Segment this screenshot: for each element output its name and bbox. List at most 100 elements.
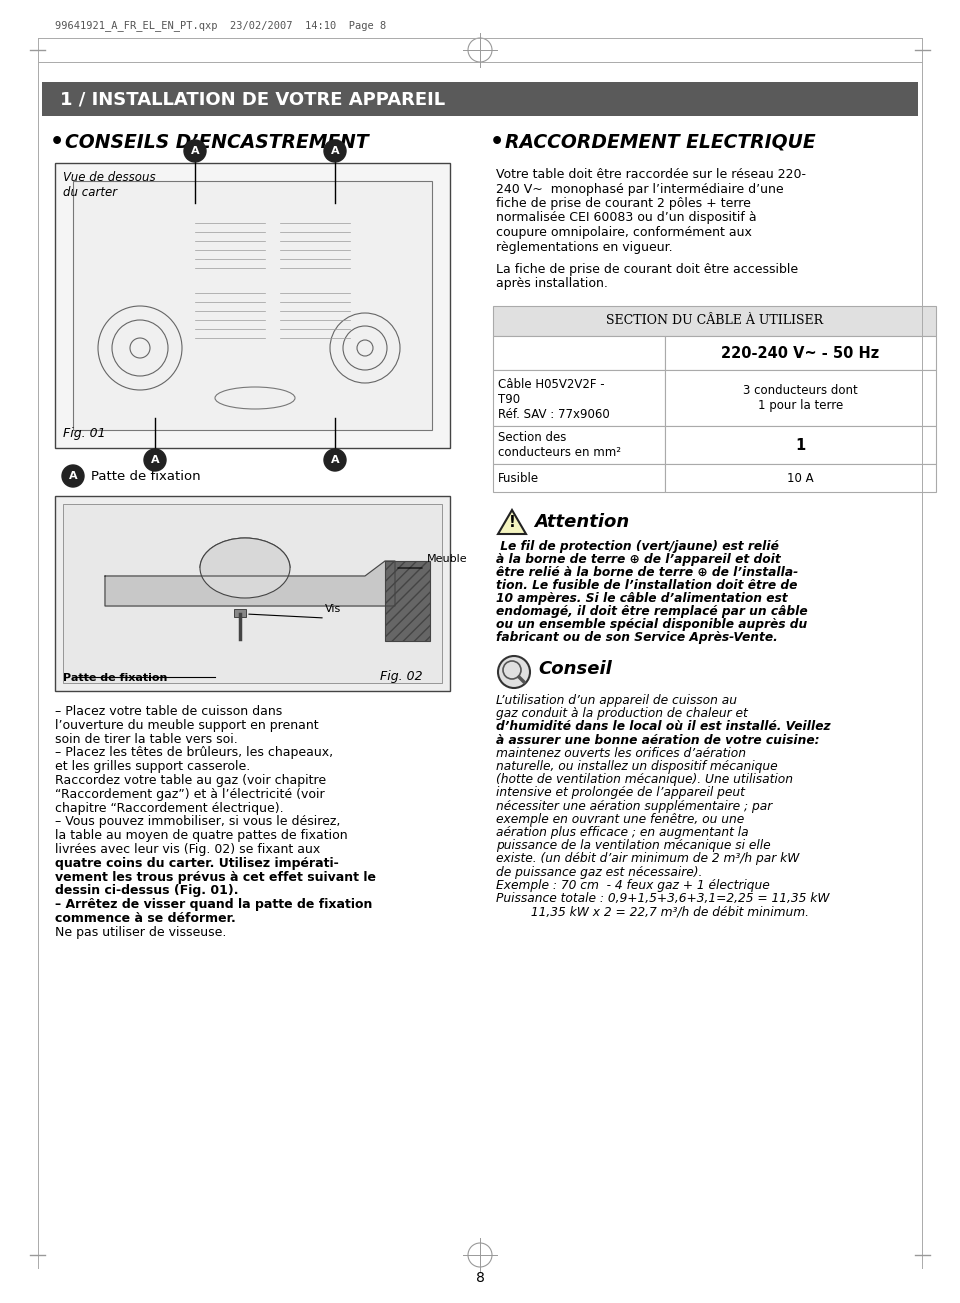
- Text: chapitre “Raccordement électrique).: chapitre “Raccordement électrique).: [55, 801, 283, 814]
- Text: soin de tirer la table vers soi.: soin de tirer la table vers soi.: [55, 732, 238, 745]
- Text: règlementations en vigueur.: règlementations en vigueur.: [496, 241, 673, 254]
- Circle shape: [324, 139, 346, 162]
- Text: Raccordez votre table au gaz (voir chapitre: Raccordez votre table au gaz (voir chapi…: [55, 774, 326, 787]
- Text: – Vous pouvez immobiliser, si vous le désirez,: – Vous pouvez immobiliser, si vous le dé…: [55, 816, 341, 829]
- Text: commence à se déformer.: commence à se déformer.: [55, 912, 236, 925]
- Text: dessin ci-dessus (Fig. 01).: dessin ci-dessus (Fig. 01).: [55, 885, 238, 898]
- Text: 1: 1: [796, 438, 805, 452]
- Bar: [63, 504, 442, 683]
- Bar: [493, 306, 936, 336]
- Text: ou un ensemble spécial disponible auprès du: ou un ensemble spécial disponible auprès…: [496, 618, 807, 631]
- Text: Fusible: Fusible: [498, 472, 540, 485]
- Text: coupure omnipolaire, conformément aux: coupure omnipolaire, conformément aux: [496, 225, 752, 238]
- Text: puissance de la ventilation mécanique si elle: puissance de la ventilation mécanique si…: [496, 839, 771, 852]
- Text: vement les trous prévus à cet effet suivant le: vement les trous prévus à cet effet suiv…: [55, 870, 376, 883]
- Text: Vue de dessous
du carter: Vue de dessous du carter: [63, 171, 156, 199]
- Text: après installation.: après installation.: [496, 278, 608, 291]
- Bar: [493, 336, 665, 370]
- Bar: [234, 609, 246, 618]
- Text: Meuble: Meuble: [427, 554, 468, 564]
- Text: Le fil de protection (vert/jaune) est relié: Le fil de protection (vert/jaune) est re…: [496, 539, 779, 552]
- Text: A: A: [69, 470, 78, 481]
- Text: d’humidité dans le local où il est installé. Veillez: d’humidité dans le local où il est insta…: [496, 721, 830, 734]
- Text: 10 ampères. Si le câble d’alimentation est: 10 ampères. Si le câble d’alimentation e…: [496, 592, 787, 605]
- Polygon shape: [498, 509, 526, 534]
- Bar: [665, 336, 936, 370]
- Circle shape: [62, 465, 84, 487]
- Bar: [73, 181, 432, 430]
- Bar: [493, 426, 665, 464]
- Text: être relié à la borne de terre ⊕ de l’installa-: être relié à la borne de terre ⊕ de l’in…: [496, 566, 799, 579]
- Text: A: A: [191, 146, 200, 156]
- Text: “Raccordement gaz”) et à l’électricité (voir: “Raccordement gaz”) et à l’électricité (…: [55, 788, 324, 801]
- Text: Ne pas utiliser de visseuse.: Ne pas utiliser de visseuse.: [55, 926, 227, 938]
- Text: 8: 8: [475, 1270, 485, 1285]
- Circle shape: [498, 655, 530, 688]
- Text: intensive et prolongée de l’appareil peut: intensive et prolongée de l’appareil peu…: [496, 787, 745, 800]
- Text: Fig. 01: Fig. 01: [63, 427, 106, 440]
- Text: tion. Le fusible de l’installation doit être de: tion. Le fusible de l’installation doit …: [496, 579, 798, 592]
- Text: de puissance gaz est nécessaire).: de puissance gaz est nécessaire).: [496, 865, 703, 878]
- Text: – Arrêtez de visser quand la patte de fixation: – Arrêtez de visser quand la patte de fi…: [55, 898, 372, 911]
- Circle shape: [144, 450, 166, 470]
- Text: nécessiter une aération supplémentaire ; par: nécessiter une aération supplémentaire ;…: [496, 800, 772, 813]
- Text: A: A: [330, 455, 339, 465]
- Text: 10 A: 10 A: [787, 472, 814, 485]
- Text: – Placez votre table de cuisson dans: – Placez votre table de cuisson dans: [55, 705, 282, 718]
- Text: Attention: Attention: [534, 513, 629, 532]
- Text: à assurer une bonne aération de votre cuisine:: à assurer une bonne aération de votre cu…: [496, 734, 820, 747]
- Text: 3 conducteurs dont
1 pour la terre: 3 conducteurs dont 1 pour la terre: [743, 384, 858, 412]
- Text: livrées avec leur vis (Fig. 02) se fixant aux: livrées avec leur vis (Fig. 02) se fixan…: [55, 843, 321, 856]
- Bar: [493, 370, 665, 426]
- Text: •: •: [50, 132, 64, 152]
- Text: Patte de fixation: Patte de fixation: [91, 469, 201, 482]
- Bar: [665, 426, 936, 464]
- Text: normalisée CEI 60083 ou d’un dispositif à: normalisée CEI 60083 ou d’un dispositif …: [496, 211, 756, 224]
- Text: l’ouverture du meuble support en prenant: l’ouverture du meuble support en prenant: [55, 719, 319, 732]
- Text: Votre table doit être raccordée sur le réseau 220-: Votre table doit être raccordée sur le r…: [496, 168, 806, 181]
- Text: 1 / INSTALLATION DE VOTRE APPAREIL: 1 / INSTALLATION DE VOTRE APPAREIL: [60, 90, 445, 108]
- Text: La fiche de prise de courant doit être accessible: La fiche de prise de courant doit être a…: [496, 263, 798, 276]
- Text: 220-240 V~ - 50 Hz: 220-240 V~ - 50 Hz: [721, 345, 879, 361]
- Text: endomagé, il doit être remplacé par un câble: endomagé, il doit être remplacé par un c…: [496, 605, 807, 618]
- Text: et les grilles support casserole.: et les grilles support casserole.: [55, 760, 251, 773]
- Text: naturelle, ou installez un dispositif mécanique: naturelle, ou installez un dispositif mé…: [496, 760, 778, 773]
- Circle shape: [184, 139, 206, 162]
- Text: Exemple : 70 cm  - 4 feux gaz + 1 électrique: Exemple : 70 cm - 4 feux gaz + 1 électri…: [496, 878, 770, 891]
- Text: maintenez ouverts les orifices d’aération: maintenez ouverts les orifices d’aératio…: [496, 747, 746, 760]
- Text: aération plus efficace ; en augmentant la: aération plus efficace ; en augmentant l…: [496, 826, 749, 839]
- Text: Patte de fixation: Patte de fixation: [63, 674, 167, 683]
- Text: L’utilisation d’un appareil de cuisson au: L’utilisation d’un appareil de cuisson a…: [496, 694, 737, 708]
- Bar: [385, 562, 430, 641]
- Bar: [493, 464, 665, 493]
- Text: A: A: [151, 455, 159, 465]
- Text: exemple en ouvrant une fenêtre, ou une: exemple en ouvrant une fenêtre, ou une: [496, 813, 744, 826]
- Text: SECTION DU CÂBLE À UTILISER: SECTION DU CÂBLE À UTILISER: [606, 314, 823, 327]
- Text: – Placez les têtes de brûleurs, les chapeaux,: – Placez les têtes de brûleurs, les chap…: [55, 747, 333, 760]
- Bar: [55, 496, 450, 691]
- Bar: [665, 370, 936, 426]
- Text: 11,35 kW x 2 = 22,7 m³/h de débit minimum.: 11,35 kW x 2 = 22,7 m³/h de débit minimu…: [496, 906, 809, 919]
- Text: 99641921_A_FR_EL_EN_PT.qxp  23/02/2007  14:10  Page 8: 99641921_A_FR_EL_EN_PT.qxp 23/02/2007 14…: [55, 20, 386, 31]
- Text: la table au moyen de quatre pattes de fixation: la table au moyen de quatre pattes de fi…: [55, 829, 348, 842]
- Text: fiche de prise de courant 2 pôles + terre: fiche de prise de courant 2 pôles + terr…: [496, 197, 751, 210]
- Text: à la borne de terre ⊕ de l’appareil et doit: à la borne de terre ⊕ de l’appareil et d…: [496, 552, 780, 566]
- Polygon shape: [105, 562, 395, 606]
- Text: Vis: Vis: [325, 605, 341, 614]
- Bar: [665, 464, 936, 493]
- Text: •: •: [490, 132, 504, 152]
- Text: A: A: [330, 146, 339, 156]
- Bar: [55, 163, 450, 448]
- Text: Câble H05V2V2F -
T90
Réf. SAV : 77x9060: Câble H05V2V2F - T90 Réf. SAV : 77x9060: [498, 378, 610, 421]
- Text: fabricant ou de son Service Après-Vente.: fabricant ou de son Service Après-Vente.: [496, 631, 778, 644]
- Text: RACCORDEMENT ELECTRIQUE: RACCORDEMENT ELECTRIQUE: [505, 133, 816, 151]
- Text: existe. (un débit d’air minimum de 2 m³/h par kW: existe. (un débit d’air minimum de 2 m³/…: [496, 852, 800, 865]
- Circle shape: [324, 450, 346, 470]
- Text: CONSEILS D’ENCASTREMENT: CONSEILS D’ENCASTREMENT: [65, 133, 369, 151]
- Text: Section des
conducteurs en mm²: Section des conducteurs en mm²: [498, 431, 621, 459]
- Ellipse shape: [200, 538, 290, 598]
- Text: 240 V~  monophasé par l’intermédiaire d’une: 240 V~ monophasé par l’intermédiaire d’u…: [496, 182, 783, 195]
- Text: Conseil: Conseil: [538, 661, 612, 678]
- Text: !: !: [509, 515, 516, 530]
- Text: Fig. 02: Fig. 02: [380, 670, 422, 683]
